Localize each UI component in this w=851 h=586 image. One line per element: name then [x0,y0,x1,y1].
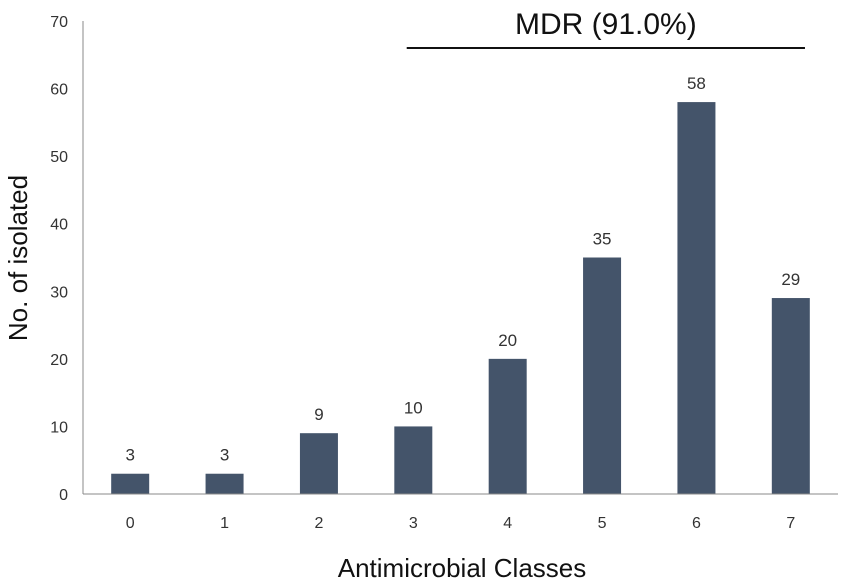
data-label: 9 [314,405,323,424]
data-labels: 3 3 9 10 20 35 58 29 [125,74,800,465]
bar [394,426,433,494]
data-label: 58 [687,74,706,93]
x-tick-label: 2 [314,515,323,532]
x-tick-label: 3 [409,515,418,532]
x-tick-label: 0 [126,515,135,532]
y-tick-label: 30 [50,284,68,301]
data-label: 3 [220,446,229,465]
y-tick-label: 50 [50,149,68,166]
y-tick-labels: 0 10 20 30 40 50 60 70 [50,14,68,504]
bar [205,473,244,494]
bar [111,473,150,494]
data-label: 10 [404,398,423,417]
y-tick-label: 20 [50,352,68,369]
y-tick-label: 10 [50,419,68,436]
x-tick-label: 4 [503,515,512,532]
y-tick-label: 60 [50,82,68,99]
y-tick-label: 40 [50,217,68,234]
data-label: 29 [781,270,800,289]
x-tick-labels: 0 1 2 3 4 5 6 7 [126,515,796,532]
bar [677,102,716,494]
x-tick-label: 5 [598,515,607,532]
x-tick-label: 1 [220,515,229,532]
bar [299,433,338,494]
bar [583,257,622,494]
y-tick-label: 70 [50,14,68,31]
data-label: 3 [125,446,134,465]
x-tick-label: 7 [786,515,795,532]
bar [771,298,810,494]
x-tick-label: 6 [692,515,701,532]
data-label: 20 [498,331,517,350]
y-tick-label: 0 [59,487,68,504]
mdr-annotation-label: MDR (91.0%) [515,8,697,41]
bars [111,102,810,494]
bar [488,358,527,494]
x-axis-title: Antimicrobial Classes [338,553,587,583]
y-axis-title: No. of isolated [3,175,33,341]
data-label: 35 [593,230,612,249]
